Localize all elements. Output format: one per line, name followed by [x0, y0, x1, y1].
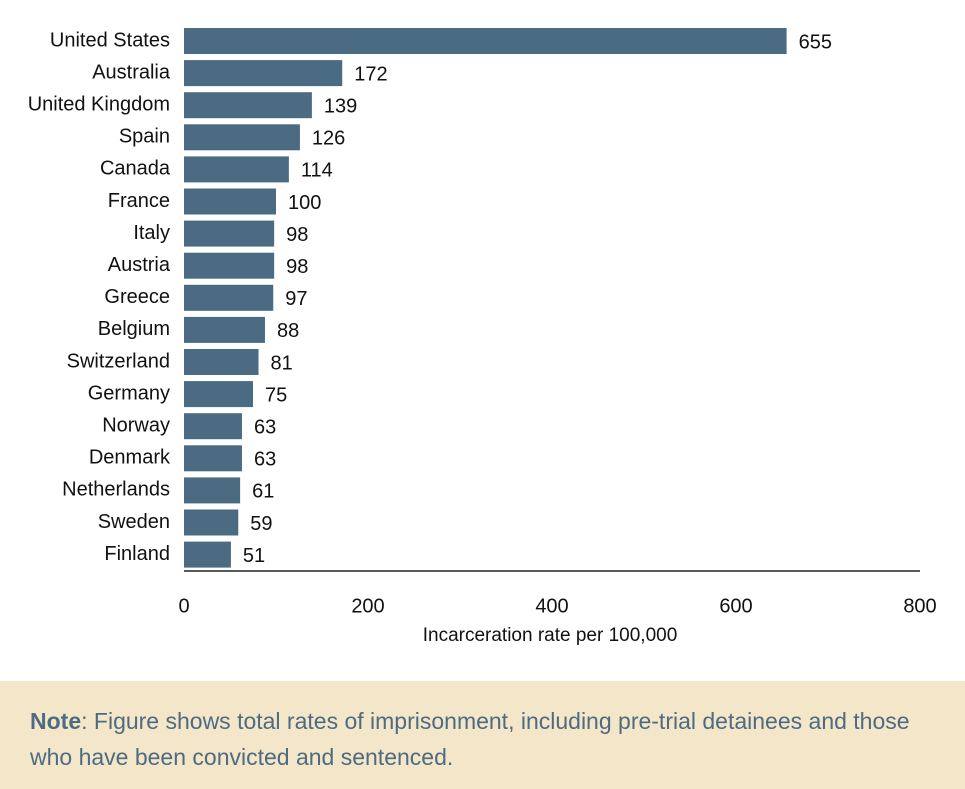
category-label: Greece	[104, 286, 170, 308]
category-label: Sweden	[98, 511, 170, 533]
value-label: 61	[252, 481, 274, 503]
bar	[184, 316, 265, 343]
bar	[184, 124, 300, 151]
category-label: Germany	[88, 382, 170, 404]
category-label: Canada	[100, 158, 171, 180]
bar	[184, 60, 343, 87]
value-label: 655	[799, 31, 832, 53]
value-label: 63	[254, 416, 276, 438]
value-label: 81	[271, 352, 293, 374]
category-label: France	[108, 190, 170, 212]
value-label: 126	[312, 128, 345, 150]
value-label: 98	[286, 224, 308, 246]
x-tick-label: 400	[535, 595, 568, 617]
bar-chart: United States 655 Australia 172 United Kingd…	[28, 28, 937, 646]
category-label: United States	[50, 29, 170, 51]
value-label: 63	[254, 449, 276, 471]
category-label: Norway	[102, 414, 170, 436]
bar	[184, 541, 231, 568]
bar	[184, 477, 241, 504]
value-label: 59	[250, 513, 272, 535]
category-label: Finland	[104, 543, 170, 565]
bar	[184, 92, 312, 119]
category-label: United Kingdom	[28, 93, 170, 115]
bar	[184, 188, 276, 215]
category-label: Austria	[108, 254, 171, 276]
bar	[184, 413, 242, 440]
category-label: Belgium	[98, 318, 170, 340]
note-text: : Figure shows total rates of imprisonme…	[30, 708, 910, 770]
note-box: Note: Figure shows total rates of impris…	[0, 681, 965, 789]
value-label: 75	[265, 384, 287, 406]
bar	[184, 349, 259, 375]
bar	[184, 252, 275, 279]
value-label: 172	[354, 63, 387, 85]
x-axis-title: Incarceration rate per 100,000	[423, 625, 678, 646]
x-tick-label: 800	[903, 595, 936, 617]
note-label: Note	[30, 708, 82, 734]
chart-area: United States 655 Australia 172 United Kingd…	[28, 28, 937, 646]
value-label: 97	[285, 288, 307, 310]
category-label: Spain	[119, 126, 170, 148]
value-label: 114	[301, 160, 333, 182]
bar	[184, 28, 787, 54]
x-tick-label: 200	[351, 595, 384, 617]
value-label: 88	[277, 320, 299, 342]
x-tick-label: 0	[178, 595, 189, 617]
value-label: 98	[286, 256, 308, 278]
bar	[184, 445, 242, 472]
category-label: Italy	[133, 222, 170, 244]
category-label: Australia	[92, 61, 171, 83]
x-tick-label: 600	[719, 595, 752, 617]
value-label: 100	[288, 192, 321, 214]
category-label: Denmark	[89, 447, 171, 469]
bar	[184, 220, 275, 247]
bar	[184, 381, 253, 408]
bar	[184, 156, 289, 183]
category-label: Netherlands	[62, 479, 170, 501]
category-label: Switzerland	[67, 350, 170, 372]
bar	[184, 284, 274, 311]
bar	[184, 509, 239, 536]
value-label: 139	[324, 95, 357, 117]
value-label: 51	[243, 545, 265, 567]
